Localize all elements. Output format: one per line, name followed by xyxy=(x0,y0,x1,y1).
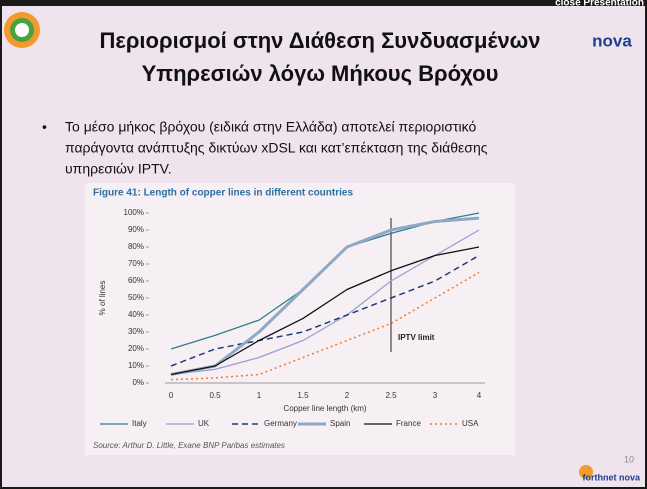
legend-label: Italy xyxy=(132,419,147,428)
source: Source: Arthur D. Little, Exane BNP Pari… xyxy=(93,441,285,450)
series-line xyxy=(170,246,480,376)
x-tick-label: 0.5 xyxy=(209,391,221,400)
y-tick-label: 0% xyxy=(132,378,144,387)
bullet-text: Το μέσο μήκος βρόχου (ειδικά στην Ελλάδα… xyxy=(65,119,476,135)
y-tick-label: 10% xyxy=(128,361,144,370)
x-tick-label: 1.5 xyxy=(297,391,309,400)
legend-label: France xyxy=(396,419,421,428)
bullet: • xyxy=(42,119,47,135)
legend-label: Spain xyxy=(330,419,350,428)
series-line xyxy=(170,271,480,381)
slide-title: Υπηρεσιών λόγω Μήκους Βρόχου xyxy=(142,61,499,86)
nova-logo: nova xyxy=(592,31,632,50)
legend-label: UK xyxy=(198,419,210,428)
series-line xyxy=(170,254,480,367)
series-line xyxy=(170,216,480,376)
slide-title: Περιορισμοί στην Διάθεση Συνδυασμένων xyxy=(99,28,540,53)
bullet-text: παράγοντα ανάπτυξης δικτύων xDSL και κατ… xyxy=(65,140,488,156)
annotation: IPTV limit xyxy=(398,333,435,342)
page-number: 10 xyxy=(624,454,634,464)
legend-label: USA xyxy=(462,419,479,428)
bullet-text: υπηρεσιών IPTV. xyxy=(65,161,172,177)
y-tick-label: 100% xyxy=(124,208,144,217)
x-tick-label: 0 xyxy=(169,391,174,400)
x-tick-label: 3 xyxy=(433,391,438,400)
y-tick-label: 50% xyxy=(128,293,144,302)
y-tick-label: 80% xyxy=(128,242,144,251)
x-tick-label: 1 xyxy=(257,391,262,400)
x-tick-label: 2 xyxy=(345,391,350,400)
footer-logo: forthnet nova xyxy=(583,472,641,482)
y-tick-label: 60% xyxy=(128,276,144,285)
footer-logo-icon xyxy=(579,465,593,479)
y-tick-label: 20% xyxy=(128,344,144,353)
chart-title: Figure 41: Length of copper lines in dif… xyxy=(93,188,353,199)
close-button[interactable]: close Presentation xyxy=(555,0,644,9)
legend-label: Germany xyxy=(264,419,297,428)
y-axis-label: % of lines xyxy=(98,281,107,316)
x-tick-label: 2.5 xyxy=(385,391,397,400)
series-line xyxy=(170,229,480,376)
y-tick-label: 40% xyxy=(128,310,144,319)
y-tick-label: 70% xyxy=(128,259,144,268)
logo-ring xyxy=(15,23,29,37)
x-tick-label: 4 xyxy=(477,391,482,400)
y-tick-label: 30% xyxy=(128,327,144,336)
x-axis-label: Copper line length (km) xyxy=(283,404,366,413)
chart-panel xyxy=(85,183,515,455)
y-tick-label: 90% xyxy=(128,225,144,234)
